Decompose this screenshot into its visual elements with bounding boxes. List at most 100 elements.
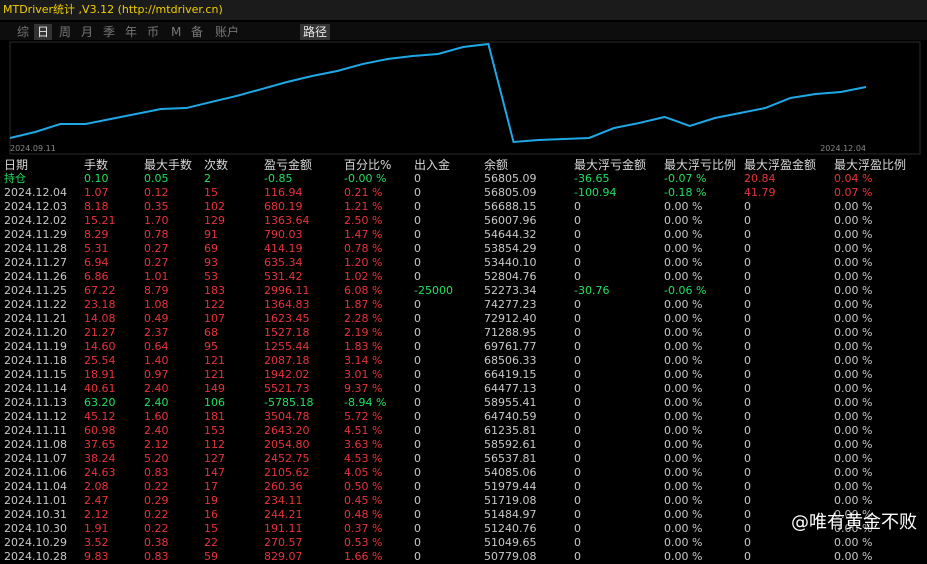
table-cell: 2.37 [144, 326, 169, 340]
table-cell: 0.00 % [664, 214, 702, 228]
table-cell: 0.00 % [664, 480, 702, 494]
table-cell: 91 [204, 228, 218, 242]
table-cell: 0.00 % [834, 368, 872, 382]
watermark: @唯有黄金不败 [791, 508, 917, 534]
tab[interactable]: 账户 [212, 24, 242, 40]
table-cell: 4.05 % [344, 466, 382, 480]
table-cell: 14.08 [84, 312, 116, 326]
table-cell: 0 [574, 312, 581, 326]
tab[interactable]: M [168, 24, 184, 40]
table-cell: 0 [574, 494, 581, 508]
tab[interactable]: 路径 [300, 24, 330, 40]
table-cell: 0.37 % [344, 522, 382, 536]
table-cell: 0 [414, 382, 421, 396]
table-cell: 0.00 % [834, 214, 872, 228]
tab[interactable]: 综 [14, 24, 32, 40]
table-cell: 102 [204, 200, 225, 214]
tab[interactable]: 季 [100, 24, 118, 40]
table-cell: 0 [414, 340, 421, 354]
table-cell: 0 [574, 270, 581, 284]
table-cell: 0 [574, 536, 581, 550]
table-cell: 0.45 % [344, 494, 382, 508]
table-cell: 153 [204, 424, 225, 438]
table-cell: 0 [744, 424, 751, 438]
table-cell: 2105.62 [264, 466, 310, 480]
table-cell: 37.65 [84, 438, 116, 452]
table-cell: 0.00 % [664, 410, 702, 424]
table-cell: 45.12 [84, 410, 116, 424]
table-cell: 0 [574, 466, 581, 480]
column-header: 最大浮盈比例 [834, 158, 906, 172]
table-cell: 0.00 % [834, 424, 872, 438]
table-cell: 0 [414, 438, 421, 452]
table-cell: 0 [414, 242, 421, 256]
table-cell: 0.00 % [834, 228, 872, 242]
table-cell: 0 [574, 438, 581, 452]
table-cell: 0 [574, 214, 581, 228]
table-cell: 2024.10.31 [4, 508, 67, 522]
table-cell: 14.60 [84, 340, 116, 354]
table-cell: 0 [414, 298, 421, 312]
table-cell: 16 [204, 508, 218, 522]
table-cell: 0 [414, 186, 421, 200]
table-cell: 2024.11.14 [4, 382, 67, 396]
table-cell: 51049.65 [484, 536, 537, 550]
tab[interactable]: 日 [34, 24, 52, 40]
table-cell: 1.47 % [344, 228, 382, 242]
table-cell: 68506.33 [484, 354, 537, 368]
table-cell: 8.79 [144, 284, 169, 298]
table-cell: 50779.08 [484, 550, 537, 564]
tab[interactable]: 年 [122, 24, 140, 40]
table-cell: 3504.78 [264, 410, 310, 424]
table-cell: 0.27 [144, 256, 169, 270]
table-cell: 15 [204, 186, 218, 200]
table-cell: 9.83 [84, 550, 109, 564]
table-cell: 0.00 % [834, 550, 872, 564]
tab[interactable]: 月 [78, 24, 96, 40]
table-cell: 1942.02 [264, 368, 310, 382]
tab[interactable]: 备 [188, 24, 206, 40]
table-cell: 1.66 % [344, 550, 382, 564]
table-cell: -0.00 % [344, 172, 386, 186]
table-cell: 54085.06 [484, 466, 537, 480]
column-header: 出入金 [414, 158, 450, 172]
table-cell: 0.83 [144, 466, 169, 480]
table-cell: 0.00 % [664, 340, 702, 354]
tab[interactable]: 周 [56, 24, 74, 40]
table-cell: 0 [574, 396, 581, 410]
table-cell: 0.00 % [664, 200, 702, 214]
table-cell: 2.08 [84, 480, 109, 494]
table-cell: 2024.11.19 [4, 340, 67, 354]
table-cell: 5.72 % [344, 410, 382, 424]
table-cell: 2643.20 [264, 424, 310, 438]
chart-frame [10, 42, 920, 154]
table-cell: 0 [414, 536, 421, 550]
table-cell: 2024.11.08 [4, 438, 67, 452]
table-cell: 0 [574, 410, 581, 424]
table-cell: 1.20 % [344, 256, 382, 270]
tab[interactable]: 币 [144, 24, 162, 40]
table-cell: 0 [744, 200, 751, 214]
table-cell: 2024.11.04 [4, 480, 67, 494]
table-cell: 95 [204, 340, 218, 354]
table-cell: 0.00 % [664, 508, 702, 522]
table-cell: 0 [574, 508, 581, 522]
column-header: 日期 [4, 158, 28, 172]
table-cell: 51484.97 [484, 508, 537, 522]
table-cell: 0.00 % [664, 298, 702, 312]
table-cell: 1255.44 [264, 340, 310, 354]
table-cell: 51719.08 [484, 494, 537, 508]
table-cell: 0 [574, 298, 581, 312]
table-cell: 0 [414, 270, 421, 284]
table-cell: 0.00 % [834, 270, 872, 284]
table-cell: -0.07 % [664, 172, 706, 186]
column-header: 余额 [484, 158, 508, 172]
table-cell: 234.11 [264, 494, 303, 508]
table-cell: 0.00 % [664, 396, 702, 410]
table-cell: 6.94 [84, 256, 109, 270]
table-cell: 2.12 [84, 508, 109, 522]
table-cell: 0.00 % [664, 256, 702, 270]
table-cell: -36.65 [574, 172, 609, 186]
table-cell: 2087.18 [264, 354, 310, 368]
